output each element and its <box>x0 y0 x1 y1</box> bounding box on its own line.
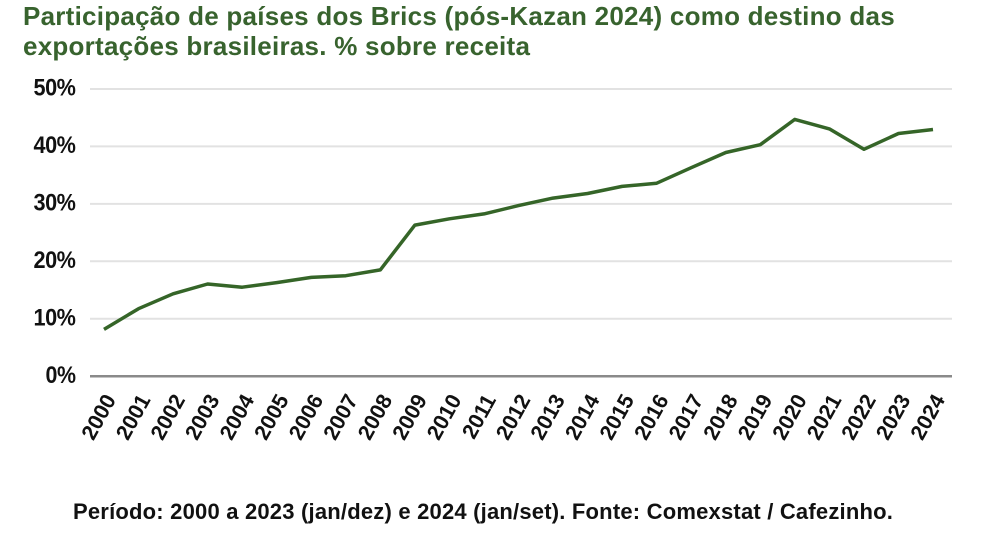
svg-text:2002: 2002 <box>146 390 190 444</box>
svg-text:2016: 2016 <box>629 390 673 444</box>
svg-text:2024: 2024 <box>906 390 950 444</box>
svg-text:2000: 2000 <box>77 390 121 444</box>
svg-text:2017: 2017 <box>664 390 708 444</box>
svg-text:2013: 2013 <box>526 390 570 444</box>
svg-text:40%: 40% <box>34 132 76 159</box>
svg-text:2008: 2008 <box>353 390 397 444</box>
svg-text:2007: 2007 <box>319 390 363 444</box>
svg-text:2006: 2006 <box>284 390 328 444</box>
svg-text:2005: 2005 <box>249 390 293 444</box>
svg-text:2012: 2012 <box>491 390 535 444</box>
svg-text:2020: 2020 <box>768 390 812 444</box>
svg-text:2015: 2015 <box>595 390 639 444</box>
svg-text:2018: 2018 <box>699 390 743 444</box>
svg-text:50%: 50% <box>34 75 76 102</box>
svg-text:2003: 2003 <box>180 390 224 444</box>
svg-text:2010: 2010 <box>422 390 466 444</box>
svg-text:30%: 30% <box>34 190 76 217</box>
svg-text:2009: 2009 <box>388 390 432 444</box>
svg-text:2023: 2023 <box>871 390 915 444</box>
svg-text:2021: 2021 <box>802 390 846 444</box>
svg-text:2004: 2004 <box>215 390 259 444</box>
svg-text:20%: 20% <box>34 247 76 274</box>
svg-text:2022: 2022 <box>837 390 881 444</box>
svg-text:2001: 2001 <box>111 390 155 444</box>
svg-text:2019: 2019 <box>733 390 777 444</box>
svg-text:0%: 0% <box>46 362 76 389</box>
svg-text:10%: 10% <box>34 305 76 332</box>
svg-text:2014: 2014 <box>560 390 604 444</box>
